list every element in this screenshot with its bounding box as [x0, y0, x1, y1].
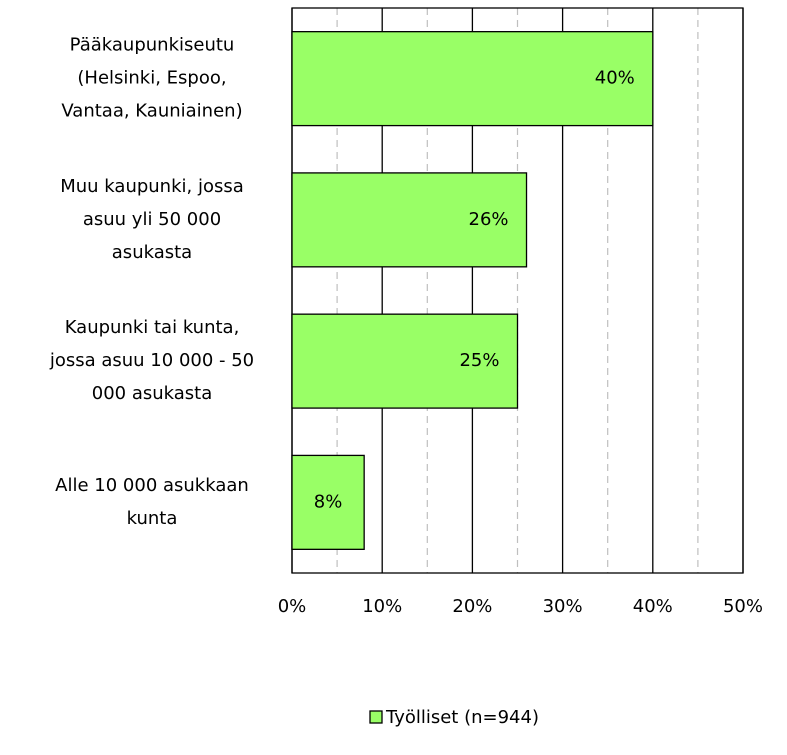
data-label: 25% [459, 350, 499, 371]
y-tick-label: Pääkaupunkiseutu (Helsinki, Espoo, Vantaa,… [61, 35, 242, 122]
plot-border [291, 7, 744, 574]
bar [291, 172, 528, 268]
x-tick-label: 0% [278, 596, 307, 617]
x-tick-label: 50% [723, 596, 763, 617]
x-tick-label: 20% [452, 596, 492, 617]
y-tick-label: Kaupunki tai kunta, jossa asuu 10 000 - 5… [49, 317, 254, 404]
x-tick-label: 30% [543, 596, 583, 617]
x-tick-label: 10% [362, 596, 402, 617]
data-label: 26% [469, 209, 509, 230]
x-tick-label: 40% [633, 596, 673, 617]
data-label: 40% [595, 68, 635, 89]
bar [291, 313, 519, 409]
y-tick-label: Muu kaupunki, jossa asuu yli 50 000 asukas… [60, 176, 244, 263]
data-label: 8% [314, 491, 343, 512]
legend-swatch [369, 710, 383, 724]
bar [291, 454, 365, 550]
bar [291, 31, 654, 127]
legend-label: Työlliset (n=944) [385, 707, 539, 728]
y-tick-label: Alle 10 000 asukkaan kunta [55, 475, 249, 529]
